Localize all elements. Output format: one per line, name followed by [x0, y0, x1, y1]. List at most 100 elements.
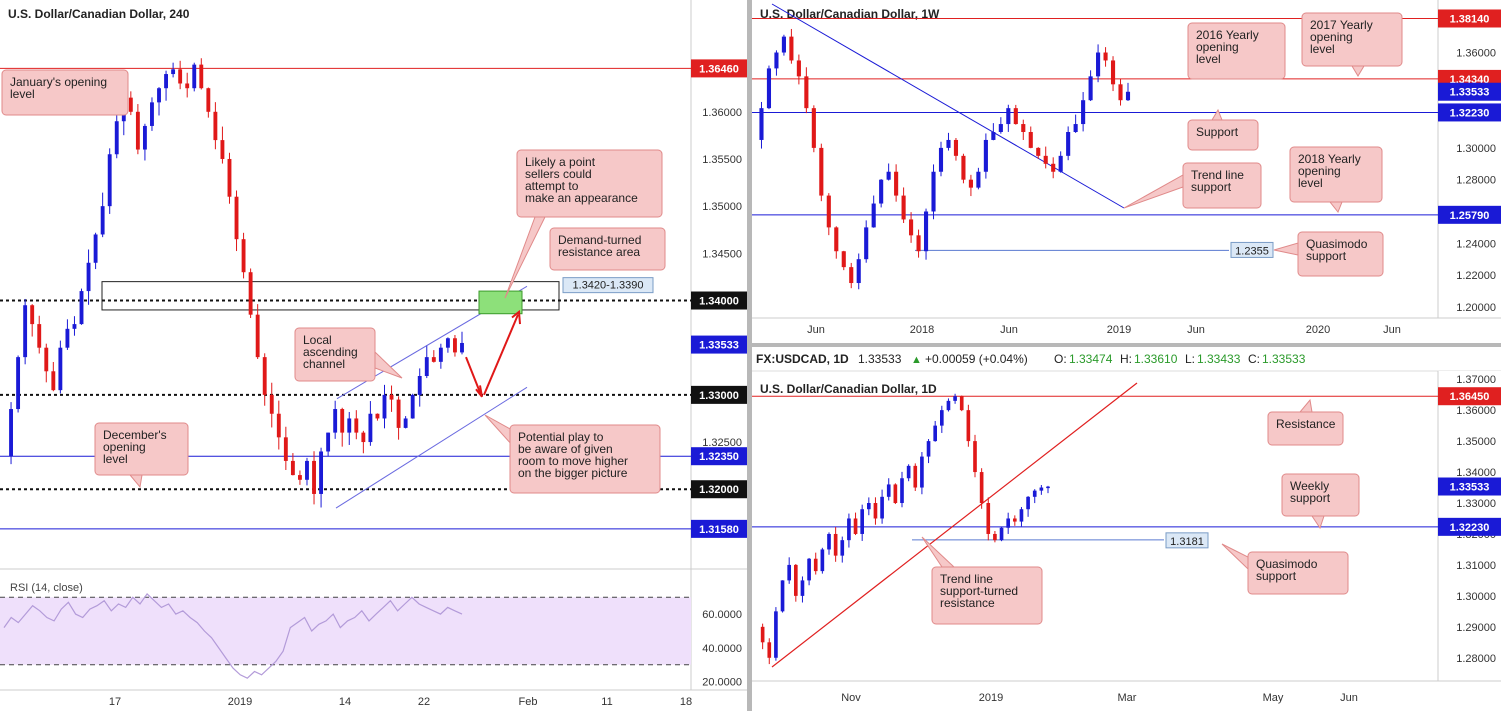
callout-december-opening-text: opening	[103, 440, 146, 454]
candle-body	[431, 357, 436, 362]
candle-body	[1013, 108, 1018, 125]
candle-body	[920, 456, 924, 488]
candle-body	[1103, 52, 1108, 61]
price-label-134000-bg	[691, 291, 747, 310]
candle-body	[853, 518, 858, 534]
x-tick-label: Jun	[807, 324, 825, 336]
callout-2017-yearly-open[interactable]	[1301, 12, 1403, 67]
candle-body	[976, 171, 981, 188]
chart-panel-daily[interactable]: FX:USDCAD, 1D 1.33533 ▲ +0.00059 (+0.04%) O:…	[752, 347, 1501, 711]
callout-demand-turned-resistance-text: resistance area	[558, 245, 640, 259]
candle-body	[793, 564, 798, 596]
price-label-bg	[1438, 205, 1501, 224]
chart-daily-svg[interactable]: FX:USDCAD, 1D 1.33533 ▲ +0.00059 (+0.04%) O:…	[752, 347, 1501, 711]
callout-sellers-appearance[interactable]	[516, 149, 663, 218]
y-tick-label: 1.28000	[1456, 175, 1496, 187]
callout-trend-line-resistance-text: Trend line	[940, 572, 993, 586]
arrow-up-line	[483, 314, 519, 396]
x-tick-label: Jun	[1383, 324, 1401, 336]
candle-body	[142, 125, 147, 150]
candle-body	[1110, 60, 1116, 85]
candle-body	[780, 580, 785, 612]
callout-support[interactable]	[1187, 119, 1259, 151]
chart-weekly-svg[interactable]: U.S. Dollar/Canadian Dollar, 1W 1.36000 1.…	[752, 0, 1501, 343]
candle-body	[403, 418, 408, 428]
candle-body	[44, 347, 49, 372]
rsi-tick-label: 20.0000	[702, 677, 742, 689]
candle-body	[269, 394, 274, 414]
candle-body	[759, 108, 764, 140]
callout-2018-yearly-open[interactable]	[1289, 146, 1383, 203]
callout-2017-yearly-open-text: 2017 Yearly	[1310, 18, 1373, 32]
candle-body	[834, 227, 839, 252]
callout-december-opening[interactable]	[94, 422, 189, 476]
price-label-136460-bg	[691, 59, 747, 78]
candle-body	[192, 64, 197, 89]
x-tick-label: 2020	[1306, 324, 1330, 336]
candle-body	[1043, 155, 1048, 164]
rsi-tick-label: 60.0000	[702, 609, 742, 621]
candle-body	[959, 396, 964, 411]
callout-trend-line-support[interactable]	[1182, 162, 1262, 209]
candle-body	[826, 195, 831, 228]
callout-weekly-support[interactable]	[1281, 473, 1360, 517]
candle-body	[9, 409, 13, 457]
price-label: 1.32230	[1450, 107, 1490, 119]
callout-quasimodo-support[interactable]	[1247, 551, 1349, 595]
demand-zone-box[interactable]	[101, 281, 560, 311]
candle-body	[796, 60, 801, 77]
chart-4h-svg[interactable]: U.S. Dollar/Canadian Dollar, 240 1.36000 1…	[0, 0, 747, 711]
candle-body	[255, 314, 260, 358]
arrow-down-line	[465, 356, 482, 396]
callout-trend-line-resistance[interactable]	[931, 566, 1043, 625]
price-label: 1.32230	[1450, 522, 1490, 534]
callout-demand-turned-resistance-text: Demand-turned	[558, 233, 641, 247]
price-axis-area	[1438, 0, 1501, 343]
y-tick-label: 1.33000	[1456, 498, 1496, 510]
candle-body	[986, 503, 991, 534]
price-label-bg	[1438, 9, 1501, 28]
price-label-131580: 1.31580	[699, 524, 739, 536]
change-value: +0.00059 (+0.04%)	[925, 352, 1028, 366]
zone-label-bg	[562, 277, 654, 294]
candle-body	[319, 451, 324, 494]
candle-body	[340, 409, 345, 433]
quasimodo-label: 1.2355	[1235, 245, 1269, 257]
candle-body	[998, 124, 1003, 132]
callout-january-opening[interactable]	[1, 69, 129, 116]
sell-zone-marker[interactable]	[478, 290, 523, 315]
callout-weekly-support-text: Weekly	[1290, 479, 1329, 493]
callout-2018-yearly-open-text: opening	[1298, 164, 1341, 178]
candle-body	[966, 410, 971, 442]
low-label: L:	[1185, 352, 1195, 366]
candle-body	[833, 533, 838, 556]
candle-body	[213, 111, 218, 141]
candle-body	[305, 460, 309, 480]
candle-body	[283, 437, 288, 461]
high-label: H:	[1120, 352, 1132, 366]
x-tick-label: 22	[418, 696, 430, 708]
callout-local-channel[interactable]	[294, 327, 376, 382]
candle-body	[968, 179, 973, 188]
candle-body	[811, 108, 816, 148]
callout-demand-turned-resistance[interactable]	[549, 227, 666, 271]
candle-body	[262, 357, 267, 395]
panel-divider-horizontal[interactable]	[752, 343, 1501, 347]
candle-body	[1026, 496, 1030, 510]
candle-body	[864, 227, 869, 260]
panel-divider-vertical[interactable]	[747, 0, 752, 711]
high-value: 1.33610	[1134, 352, 1178, 366]
callout-quasimodo-support[interactable]	[1297, 231, 1384, 277]
chart-panel-weekly[interactable]: U.S. Dollar/Canadian Dollar, 1W 1.36000 1.…	[752, 0, 1501, 343]
candle-body	[438, 347, 443, 362]
callout-potential-play[interactable]	[509, 424, 661, 494]
callout-2016-yearly-open[interactable]	[1187, 22, 1286, 80]
chart-panel-4h[interactable]: U.S. Dollar/Canadian Dollar, 240 1.36000 1…	[0, 0, 747, 711]
y-tick-label: 1.20000	[1456, 302, 1496, 314]
callout-local-channel-text: ascending	[303, 345, 358, 359]
callout-resistance[interactable]	[1267, 411, 1344, 446]
candle-body	[923, 211, 929, 252]
candle-body	[234, 196, 239, 240]
candle-body	[241, 239, 246, 273]
price-label-current: 1.33533	[699, 340, 739, 352]
